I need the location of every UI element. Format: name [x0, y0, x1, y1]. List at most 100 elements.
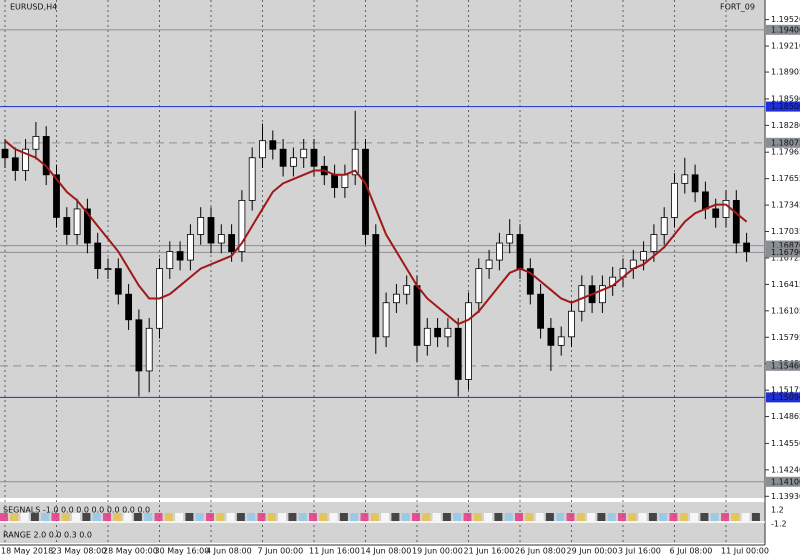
y-tick-label: 1.14865 — [771, 412, 800, 421]
signal-cell — [257, 513, 266, 521]
signal-cell — [164, 513, 173, 521]
signal-cell — [309, 513, 317, 521]
candle-body — [248, 157, 256, 201]
signal-cell — [545, 513, 554, 521]
signal-cell — [659, 513, 668, 521]
candle-body — [506, 234, 514, 244]
signal-cell — [669, 513, 678, 521]
signal-cell — [350, 513, 359, 521]
signal-cell — [597, 513, 606, 521]
x-tick-label: 7 Jun 00:00 — [258, 547, 304, 556]
y-tick-label: 1.16105 — [771, 306, 800, 315]
signal-cell — [278, 513, 287, 521]
level-label-bg — [766, 240, 800, 251]
candle-body — [362, 148, 369, 235]
signal-cell — [175, 513, 184, 521]
signal-cell — [10, 513, 19, 521]
sub-y-tick-label: -1.2 — [771, 520, 787, 529]
y-tick-label: 1.17035 — [771, 227, 800, 236]
signal-cell — [700, 513, 709, 521]
level-label: 1.14100 — [771, 477, 800, 486]
candle-body — [495, 242, 503, 261]
candle-body — [660, 217, 668, 235]
candle-body — [84, 208, 91, 244]
y-tick-label: 1.17655 — [771, 174, 800, 183]
y-tick-label: 1.18905 — [771, 68, 800, 77]
signal-cell — [618, 513, 626, 521]
signal-cell — [298, 513, 307, 521]
x-tick-label: 18 May 2018 — [1, 547, 53, 556]
candle-body — [434, 327, 442, 338]
signals-label: SEGNALS -1.0 0.0 0.0 0.0 0.0 0.0 0.0 — [3, 506, 150, 515]
candle-body — [485, 259, 493, 270]
signal-cell — [123, 513, 132, 521]
candle-body — [53, 174, 60, 218]
signal-cell — [226, 513, 235, 521]
candle-body — [599, 285, 606, 304]
candle-body — [73, 208, 81, 235]
candle-body — [568, 310, 575, 338]
signal-cell — [144, 513, 153, 521]
candle-body — [691, 174, 699, 193]
candle-body — [289, 157, 297, 167]
candle-body — [238, 199, 246, 252]
signal-cell — [72, 513, 81, 521]
candle-body — [11, 157, 19, 171]
signal-cell — [484, 513, 493, 521]
signal-cell — [82, 513, 91, 521]
signal-cell — [515, 513, 523, 521]
signal-cell — [20, 513, 29, 521]
candle-body — [382, 302, 390, 338]
signal-cell — [638, 513, 647, 521]
signal-cell — [710, 513, 719, 521]
y-tick-label: 1.15175 — [771, 386, 800, 395]
x-tick-label: 11 Jul 00:00 — [721, 547, 769, 556]
layer — [0, 0, 765, 545]
signal-cell — [370, 513, 379, 521]
signal-cell — [154, 513, 163, 521]
sub-y-tick-label: 1.2 — [771, 506, 784, 515]
signal-cell — [463, 513, 472, 521]
signal-cell — [401, 513, 410, 521]
signal-cell — [41, 513, 50, 521]
candle-body — [722, 199, 730, 218]
candle-body — [537, 293, 544, 329]
candle-body — [259, 140, 266, 159]
signal-cell — [216, 513, 225, 521]
candle-body — [465, 302, 472, 380]
candle-body — [640, 251, 647, 261]
level-label: 1.16870 — [771, 241, 800, 250]
candle-body — [300, 148, 308, 159]
x-tick-label: 29 Jun 00:00 — [567, 547, 618, 556]
y-tick-label: 1.13930 — [771, 492, 800, 501]
candle-body — [228, 234, 236, 252]
candle-body — [135, 319, 143, 372]
candle-body — [712, 208, 720, 218]
candle-body — [310, 148, 318, 167]
candle-body — [526, 268, 534, 295]
candle-body — [475, 268, 483, 304]
signal-cell — [206, 513, 214, 521]
candle-body — [176, 251, 184, 261]
candle-body — [42, 136, 50, 176]
signal-cell — [412, 513, 420, 521]
moving-average — [4, 139, 748, 326]
candle-body — [32, 136, 40, 150]
signal-cell — [731, 513, 740, 521]
signal-cell — [236, 513, 245, 521]
candle-body — [743, 242, 750, 252]
signal-cell — [360, 513, 369, 521]
level-label-bg — [766, 101, 800, 112]
candle-body — [331, 174, 339, 189]
y-tick-label: 1.16725 — [771, 253, 800, 262]
signal-cell — [566, 513, 575, 521]
candle-body — [681, 174, 689, 184]
candle-body — [207, 217, 215, 244]
y-tick-label: 1.14240 — [771, 465, 800, 474]
y-tick-label: 1.19210 — [771, 42, 800, 51]
signal-cell — [721, 513, 729, 521]
candle-body — [547, 327, 555, 346]
candle-body — [454, 327, 462, 380]
y-tick-label: 1.18590 — [771, 94, 800, 103]
